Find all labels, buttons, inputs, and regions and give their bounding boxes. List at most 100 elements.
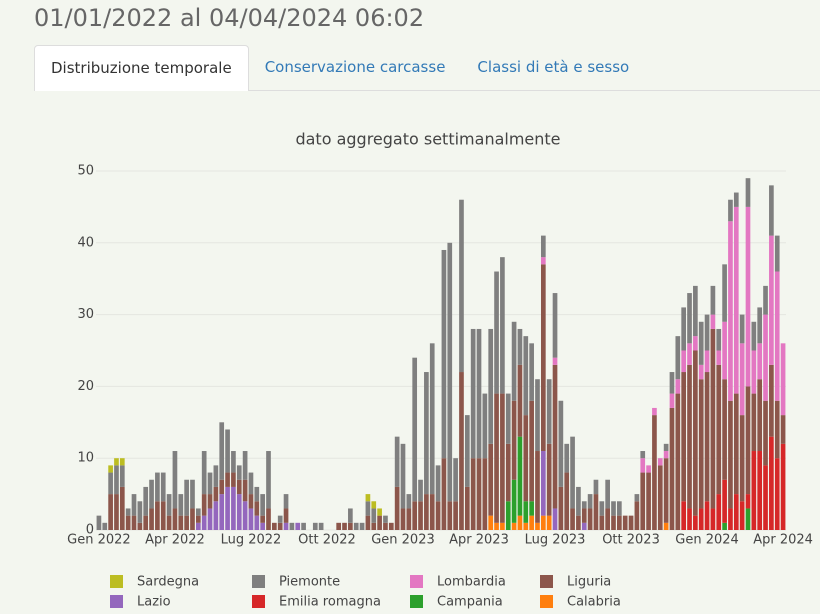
bar-segment: [365, 515, 371, 530]
bar-segment: [459, 199, 464, 373]
bar-segment: [429, 494, 435, 530]
y-tick-label: 20: [77, 379, 94, 394]
bar-segment: [195, 522, 201, 530]
bar-segment: [359, 522, 365, 530]
bar-segment: [260, 515, 265, 523]
bar-segment: [605, 508, 610, 530]
bar-segment: [201, 494, 207, 516]
bar-segment: [599, 515, 605, 530]
bar-segment: [529, 400, 534, 502]
bar-segment: [681, 307, 687, 351]
bar-segment: [435, 501, 441, 530]
bar-segment: [552, 508, 558, 530]
bar-segment: [698, 508, 704, 530]
bar-segment: [751, 350, 757, 394]
bar-segment: [523, 336, 529, 416]
bar-segment: [125, 515, 131, 530]
tab[interactable]: Classi di età e sesso: [477, 58, 630, 76]
bar-segment: [301, 522, 306, 530]
bar-segment: [640, 472, 646, 530]
bar-segment: [119, 486, 125, 530]
bar-segment: [207, 508, 213, 530]
bar-segment: [470, 328, 476, 459]
bar-segment: [535, 451, 540, 523]
bar-segment: [266, 451, 271, 509]
bar-segment: [739, 415, 745, 502]
bar-segment: [254, 486, 260, 502]
bar-segment: [587, 494, 593, 509]
bar-segment: [242, 479, 248, 502]
bar-segment: [418, 479, 423, 502]
bar-segment: [149, 508, 154, 530]
bar-segment: [640, 451, 646, 459]
bar-segment: [570, 436, 575, 509]
bar-segment: [125, 508, 131, 516]
x-tick-label: Ott 2023: [602, 533, 660, 548]
y-tick-label: 50: [77, 164, 94, 179]
bar-segment: [722, 522, 727, 530]
bar-segment: [517, 436, 523, 516]
bar-segment: [529, 515, 534, 530]
bar-segment: [540, 264, 546, 452]
bar-segment: [663, 522, 669, 530]
bar-segment: [207, 494, 213, 509]
bar-segment: [517, 515, 523, 530]
bar-segment: [675, 393, 681, 530]
bar-segment: [277, 522, 283, 530]
bar-segment: [657, 458, 663, 466]
bar-segment: [716, 350, 722, 365]
bar-segment: [342, 522, 347, 530]
bar-segment: [166, 494, 172, 516]
legend-label: Calabria: [567, 595, 621, 610]
bar-segment: [143, 515, 149, 530]
bar-segment: [166, 515, 172, 530]
bar-segment: [687, 343, 692, 365]
bar-segment: [114, 458, 119, 466]
bar-segment: [412, 357, 418, 502]
bar-segment: [400, 508, 406, 530]
bar-segment: [242, 501, 248, 530]
bar-segment: [119, 465, 125, 487]
bar-segment: [429, 343, 435, 495]
tab[interactable]: Conservazione carcasse: [264, 58, 446, 76]
tab[interactable]: Distribuzione temporale: [34, 45, 249, 91]
legend-label: Campania: [437, 595, 503, 610]
bar-segment: [505, 501, 511, 530]
bar-segment: [739, 314, 745, 344]
page-title: 01/01/2022 al 04/04/2024 06:02: [34, 4, 425, 32]
bar-segment: [505, 393, 511, 444]
bar-segment: [780, 343, 786, 416]
bar-segment: [774, 458, 780, 530]
bar-segment: [745, 494, 751, 509]
bar-segment: [546, 515, 552, 530]
bar-segment: [745, 178, 751, 207]
bar-segment: [646, 472, 651, 530]
chart-title: dato aggregato settimanalmente: [295, 130, 560, 149]
bar-segment: [570, 508, 575, 530]
bar-segment: [424, 494, 429, 530]
y-tick-label: 10: [77, 451, 94, 466]
bar-segment: [500, 257, 505, 394]
bar-segment: [231, 451, 236, 473]
bar-segment: [447, 501, 453, 530]
bar-segment: [494, 393, 499, 523]
bar-segment: [769, 235, 774, 365]
bar-segment: [394, 436, 400, 487]
bar-segment: [710, 328, 716, 509]
bar-segment: [488, 443, 494, 516]
bar-segment: [248, 494, 254, 509]
bar-segment: [728, 199, 733, 222]
bar-segment: [774, 400, 780, 459]
bar-segment: [523, 501, 529, 523]
bar-segment: [447, 242, 453, 502]
bar-segment: [464, 486, 470, 530]
bar-segment: [236, 479, 242, 495]
bar-segment: [500, 393, 505, 523]
bar-segment: [763, 314, 768, 401]
bar-segment: [348, 522, 353, 530]
bar-segment: [412, 501, 418, 530]
bar-segment: [114, 494, 119, 530]
x-tick-label: Gen 2024: [675, 533, 739, 548]
bar-segment: [231, 486, 236, 530]
bar-segment: [377, 515, 382, 530]
